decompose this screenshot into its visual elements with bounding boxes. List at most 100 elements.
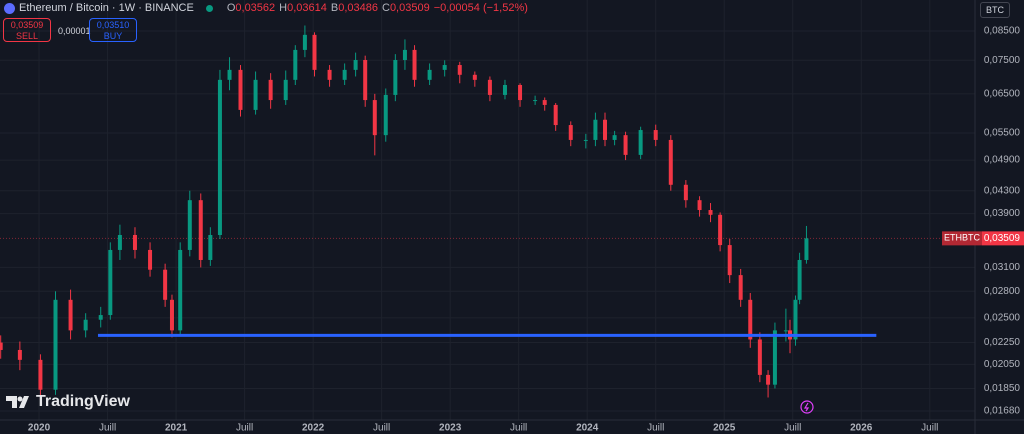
y-tick-label: 0,08500 [984,26,1021,37]
candle-body [53,299,58,390]
candle-body [533,100,538,102]
candle-body [472,74,477,80]
candle-body [227,69,232,80]
candle-body [683,184,688,201]
candle-body [148,249,153,270]
candle-body [757,339,762,375]
candle-body [748,299,753,340]
candle-body [393,59,398,95]
y-tick-label: 0,03100 [984,262,1021,273]
x-tick-label: Juill [921,423,938,434]
y-tick-label: 0,05500 [984,128,1021,139]
x-tick-label: 2025 [713,423,736,434]
candle-body [583,139,588,141]
x-tick-label: Juill [373,423,390,434]
y-tick-label: 0,02050 [984,359,1021,370]
candle-body [612,135,617,140]
ohlc-key: H [279,2,288,14]
price-tag-bg [982,231,1024,246]
candle-body [623,135,628,155]
candle-body [353,59,358,70]
candle-body [342,69,347,80]
symbol-title[interactable]: Ethereum / Bitcoin · 1W · BINANCE [19,2,194,14]
brand-logo[interactable]: TradingView [6,393,130,411]
candle-body [502,85,507,95]
candle-body [553,104,558,126]
candle-body [518,85,523,101]
ohlc-value: 0,03614 [287,2,327,14]
candle-body [772,330,777,385]
x-tick-label: 2021 [165,423,188,434]
change: −0,00054 (−1,52%) [433,2,528,14]
candle-body [738,275,743,300]
candle-body [638,130,643,155]
candle-body [238,69,243,110]
candle-body [253,79,258,110]
y-tick-label: 0,02500 [984,312,1021,323]
x-tick-label: Juill [647,423,664,434]
x-tick-label: Juill [99,423,116,434]
x-tick-label: 2024 [576,423,599,434]
y-tick-label: 0,04300 [984,185,1021,196]
legend-header: Ethereum / Bitcoin · 1W · BINANCE O0,035… [4,1,528,15]
brand-name: TradingView [36,393,130,410]
candle-body [83,319,88,331]
currency-button[interactable]: BTC [980,2,1010,18]
candle-body [17,349,22,360]
y-tick-label: 0,03900 [984,208,1021,219]
candle-body [363,59,368,101]
candle-body [0,342,3,350]
candle-body [427,69,432,80]
candle-body [163,269,168,300]
y-tick-label: 0,06500 [984,88,1021,99]
y-tick-label: 0,02800 [984,286,1021,297]
candle-body [108,249,113,316]
candle-body [412,49,417,80]
symbol-tag-bg [942,231,982,246]
x-tick-label: Juill [510,423,527,434]
candle-body [766,374,771,385]
x-tick-label: 2026 [850,423,873,434]
candle-body [668,139,673,185]
x-tick-label: Juill [784,423,801,434]
candle-body [302,34,307,50]
market-status [205,4,213,12]
sell-button[interactable]: 0,03509 SELL [3,18,51,42]
y-tick-label: 0,02250 [984,337,1021,348]
y-tick-label: 0,01680 [984,406,1021,417]
x-tick-label: 2020 [28,423,51,434]
candle-body [593,119,598,140]
candle-body [402,49,407,60]
candle-body [217,79,222,235]
y-tick-label: 0,04900 [984,155,1021,166]
candle-body [68,299,73,331]
candle-body [178,249,183,331]
sell-price: 0,03509 [10,20,44,30]
candle-body [708,210,713,215]
candle-body [383,94,388,136]
candle-body [198,200,203,260]
sell-label: SELL [15,31,39,41]
price-tag: 0,03509 [984,233,1021,244]
ohlc-key: O [226,2,236,14]
ohlc-value: 0,03509 [389,2,430,14]
symbol-tag: ETHBTC [944,233,981,243]
candle-body [442,65,447,70]
alert-icon[interactable] [800,400,814,414]
ohlc-value: 0,03562 [235,2,276,14]
candle-body [327,69,332,80]
candle-body [783,330,788,332]
candle-body [98,315,103,320]
candle-body [653,130,658,140]
candle-body [312,34,317,70]
candle-body [283,79,288,101]
x-tick-label: 2022 [302,423,325,434]
candle-body [457,65,462,75]
buy-label: BUY [103,31,123,41]
buy-button[interactable]: 0,03510 BUY [89,18,137,42]
candle-body [793,299,798,340]
candle-body [487,79,492,95]
alert-bolt [803,402,810,412]
